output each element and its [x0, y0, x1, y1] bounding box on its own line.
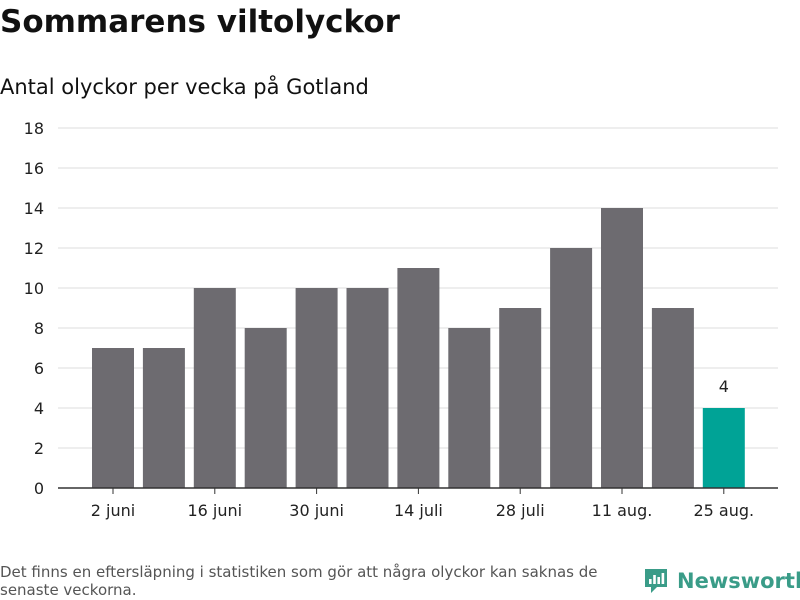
bar: [702, 408, 745, 488]
y-tick-label: 12: [24, 239, 44, 258]
x-tick-label: 2 juni: [91, 501, 135, 520]
brand-name: Newsworthy: [677, 569, 800, 593]
brand-logo: Newsworthy: [643, 567, 800, 595]
bar: [142, 348, 185, 488]
chart-subtitle: Antal olyckor per vecka på Gotland: [0, 75, 369, 99]
x-tick-label: 16 juni: [187, 501, 242, 520]
bar-chart: 0 2 4 6 8 10 12 14 16 18 2 juni 16 juni 30 juni 14 ju…: [24, 119, 778, 520]
x-tick-label: 30 juni: [289, 501, 344, 520]
x-tick-label: 28 juli: [496, 501, 545, 520]
bar: [601, 208, 643, 488]
x-tick-label: 14 juli: [394, 501, 443, 520]
footer-note: Det finns en eftersläpning i statistiken…: [0, 563, 598, 599]
y-tick-label: 2: [34, 439, 44, 458]
y-tick-label: 16: [24, 159, 44, 178]
bar: [244, 328, 287, 488]
bar: [651, 308, 694, 488]
y-tick-label: 10: [24, 279, 44, 298]
y-tick-label: 0: [34, 479, 44, 498]
bar: [193, 288, 236, 488]
y-tick-label: 6: [34, 359, 44, 378]
bar: [92, 348, 134, 488]
bar: [295, 288, 338, 488]
y-tick-label: 8: [34, 319, 44, 338]
bar: [499, 308, 542, 488]
bar: [397, 268, 440, 488]
y-tick-label: 18: [24, 119, 44, 138]
y-tick-label: 4: [34, 399, 44, 418]
bar: [448, 328, 491, 488]
x-tick-label: 11 aug.: [592, 501, 653, 520]
chart-title: Sommarens viltolyckor: [0, 4, 400, 40]
x-tick-label: 25 aug.: [693, 501, 754, 520]
bar: [346, 288, 389, 488]
newsworthy-logo-icon: [645, 569, 667, 593]
bar: [550, 248, 593, 488]
data-label: 4: [719, 377, 729, 396]
y-tick-label: 14: [24, 199, 44, 218]
